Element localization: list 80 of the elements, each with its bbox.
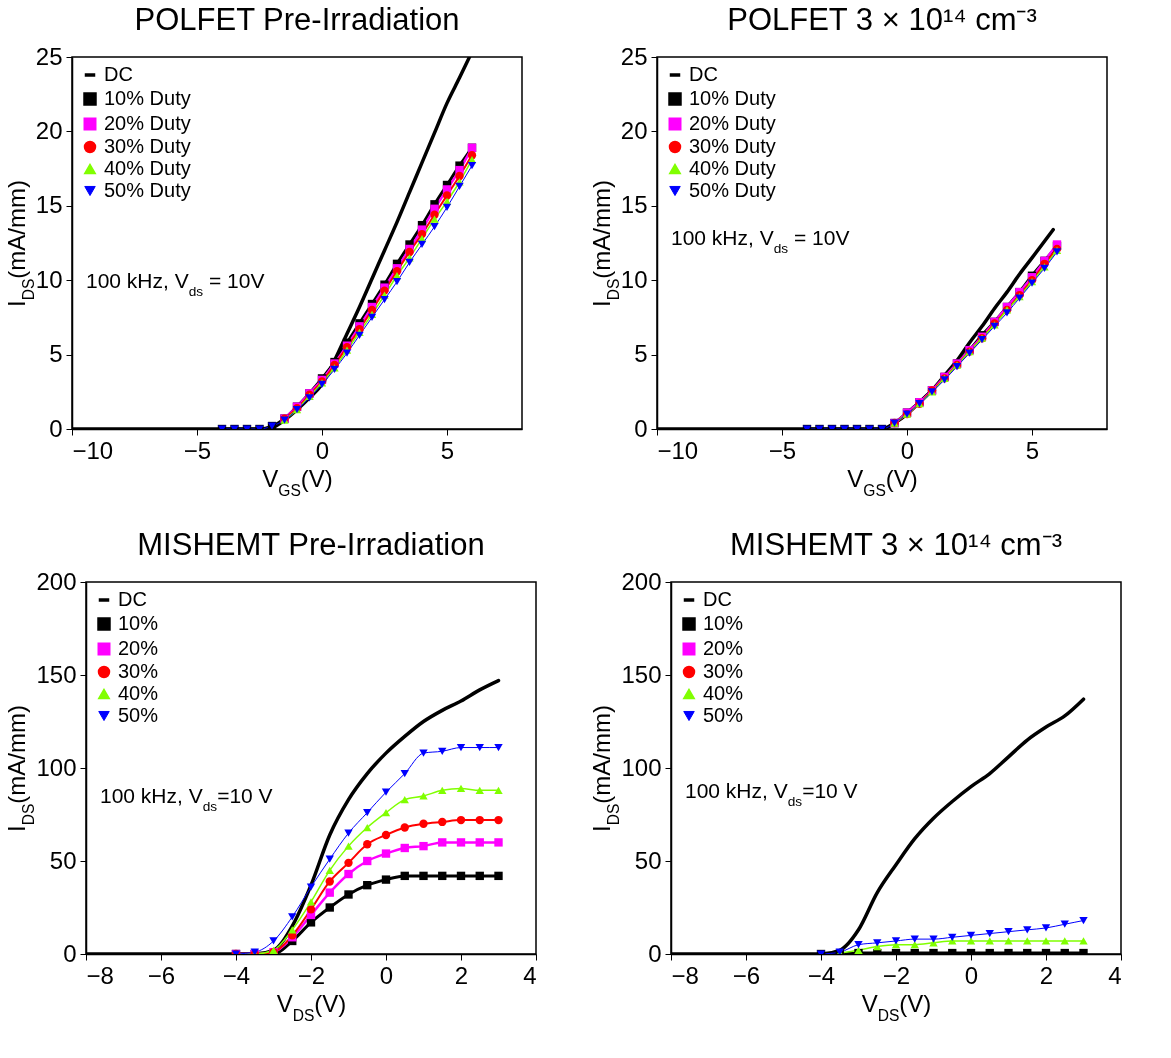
- x-tick-label: −8: [671, 961, 699, 989]
- chart-title: MISHEMT 3 × 10¹⁴ cm⁻³: [730, 527, 1062, 562]
- x-axis-title: V$_{GS}$(V): [847, 464, 918, 498]
- x-tick-label: −10: [72, 436, 114, 464]
- y-tick-label: 25: [620, 42, 648, 70]
- y-tick-label: 50: [49, 846, 77, 874]
- y-tick-label: 0: [634, 414, 648, 442]
- y-tick-label: 5: [49, 340, 63, 368]
- legend-label: 30%: [118, 660, 159, 682]
- x-tick-label: 5: [440, 436, 455, 464]
- legend-label: 20%: [118, 637, 159, 659]
- legend-label: 30%: [703, 660, 744, 682]
- chart-title: MISHEMT Pre-Irradiation: [137, 527, 485, 562]
- legend-label: 30% Duty: [104, 135, 191, 157]
- y-tick-label: 200: [36, 567, 77, 595]
- legend-label: DC: [118, 588, 147, 610]
- y-tick-label: 5: [634, 340, 648, 368]
- y-tick-label: 0: [648, 939, 662, 967]
- x-tick-label: 0: [379, 961, 394, 989]
- x-tick-label: 4: [523, 961, 537, 989]
- legend-label: 40% Duty: [104, 157, 191, 179]
- legend-label: 40%: [703, 682, 744, 704]
- legend-label: 40%: [118, 682, 159, 704]
- legend-label: DC: [703, 588, 732, 610]
- legend-label: 50%: [703, 704, 744, 726]
- legend-label: DC: [689, 63, 718, 85]
- y-tick-label: 200: [621, 567, 662, 595]
- legend-label: 40% Duty: [689, 157, 776, 179]
- x-tick-label: −5: [183, 436, 212, 464]
- annotation: 100 kHz, V$_{ds}$=10 V: [100, 784, 273, 814]
- x-tick-label: 5: [1025, 436, 1040, 464]
- y-tick-label: 0: [63, 939, 77, 967]
- y-tick-label: 100: [36, 753, 77, 781]
- y-tick-label: 150: [36, 660, 77, 688]
- chart-title: POLFET Pre-Irradiation: [134, 2, 460, 37]
- annotation: 100 kHz, V$_{ds}$ = 10V: [86, 269, 265, 299]
- y-tick-label: 20: [35, 116, 63, 144]
- x-axis-title: V$_{GS}$(V): [262, 464, 333, 498]
- y-tick-label: 150: [621, 660, 662, 688]
- y-tick-label: 50: [634, 846, 662, 874]
- annotation: 100 kHz, V$_{ds}$ = 10V: [671, 226, 850, 256]
- legend-label: 10%: [703, 612, 744, 634]
- annotation: 100 kHz, V$_{ds}$=10 V: [685, 779, 858, 809]
- y-tick-label: 0: [49, 414, 63, 442]
- x-tick-label: −2: [882, 961, 911, 989]
- y-tick-label: 20: [620, 116, 648, 144]
- legend-label: 20% Duty: [689, 112, 776, 134]
- y-tick-label: 10: [620, 265, 648, 293]
- x-tick-label: 0: [900, 436, 915, 464]
- legend-label: 10%: [118, 612, 159, 634]
- y-tick-label: 15: [35, 191, 63, 219]
- x-tick-label: −8: [86, 961, 114, 989]
- x-tick-label: −5: [768, 436, 797, 464]
- x-tick-label: 2: [1039, 961, 1054, 989]
- x-tick-label: −6: [732, 961, 761, 989]
- x-tick-label: −4: [807, 961, 836, 989]
- x-tick-label: 2: [454, 961, 469, 989]
- y-tick-label: 10: [35, 265, 63, 293]
- x-tick-label: −6: [147, 961, 176, 989]
- chart-title: POLFET 3 × 10¹⁴ cm⁻³: [727, 2, 1037, 37]
- legend-label: 50%: [118, 704, 159, 726]
- x-tick-label: −2: [297, 961, 326, 989]
- x-tick-label: 0: [315, 436, 330, 464]
- legend-label: 10% Duty: [689, 87, 776, 109]
- x-tick-label: −4: [222, 961, 251, 989]
- x-tick-label: −10: [657, 436, 699, 464]
- legend-label: 50% Duty: [104, 179, 191, 201]
- legend-label: 10% Duty: [104, 87, 191, 109]
- x-tick-label: 0: [964, 961, 979, 989]
- y-tick-label: 100: [621, 753, 662, 781]
- y-tick-label: 25: [35, 42, 63, 70]
- legend-label: 20%: [703, 637, 744, 659]
- y-tick-label: 15: [620, 191, 648, 219]
- legend-label: 30% Duty: [689, 135, 776, 157]
- x-tick-label: 4: [1108, 961, 1122, 989]
- x-axis-title: V$_{DS}$(V): [276, 989, 347, 1023]
- x-axis-title: V$_{DS}$(V): [861, 989, 932, 1023]
- legend-label: DC: [104, 63, 133, 85]
- legend-label: 20% Duty: [104, 112, 191, 134]
- legend-label: 50% Duty: [689, 179, 776, 201]
